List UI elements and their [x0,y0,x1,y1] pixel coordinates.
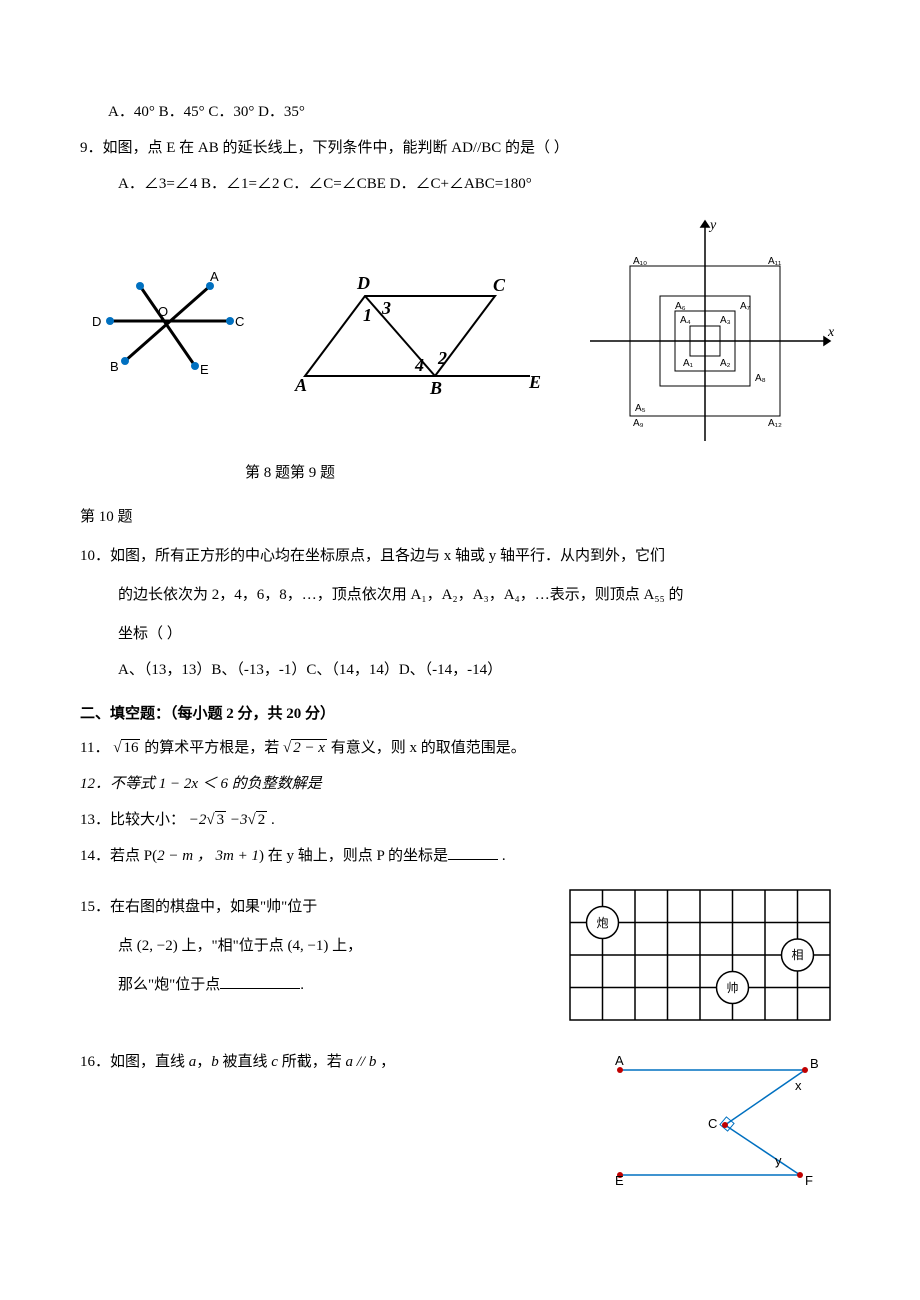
svg-text:x: x [795,1078,802,1093]
svg-text:A: A [615,1053,624,1068]
figure-9: A B C D E 1 2 3 4 [285,266,545,396]
q10-line1: 10．如图，所有正方形的中心均在坐标原点，且各边与 x 轴或 y 轴平行．从内到… [80,544,840,568]
svg-text:C: C [493,275,506,295]
svg-text:A₇: A₇ [740,301,751,312]
q14-prefix: 14．若点 P( [80,848,157,864]
caption-10: 第 10 题 [80,505,840,529]
svg-text:炮: 炮 [596,916,608,930]
figure-10: A₁ A₂ A₃ A₄ A₅ A₆ A₇ A₈ A₉ A₁₀ A₁₁ A₁₂ x… [580,211,840,451]
section2-header: 二、填空题：（每小题 2 分，共 20 分） [80,702,840,726]
svg-text:A₁: A₁ [683,358,694,369]
q16-container: 16．如图，直线 a，b 被直线 c 所截，若 a // b ， A B C E… [80,1050,840,1190]
svg-text:C: C [235,314,244,329]
svg-text:B: B [429,378,442,396]
q15-container: 15．在右图的棋盘中，如果"帅"位于 点 (2, −2) 上，"相"位于点 (4… [80,880,840,1030]
figures-row: A B C D E O A B C D E 1 2 3 4 [80,211,840,451]
q10-line2: 的边长依次为 2，4，6，8，…，顶点依次用 A₁，A₂，A₃，A₄，…表示，则… [80,583,840,607]
svg-text:O: O [158,304,168,319]
q11: 11． 16 的算术平方根是，若 2 − x 有意义，则 x 的取值范围是。 [80,736,840,760]
svg-text:A₂: A₂ [720,358,731,369]
svg-text:E: E [528,372,541,392]
q15-line1: 15．在右图的棋盘中，如果"帅"位于 [80,895,530,919]
svg-text:A₁₀: A₁₀ [633,256,647,267]
q12: 12．不等式 1 − 2x ＜ 6 的负整数解是 [80,772,840,796]
svg-text:A₁₂: A₁₂ [768,418,782,429]
svg-text:A: A [210,269,219,284]
svg-text:A₆: A₆ [675,301,686,312]
svg-text:F: F [805,1173,813,1188]
svg-text:x: x [827,325,835,340]
q11-mid1: 的算术平方根是，若 [144,740,279,756]
svg-text:相: 相 [791,948,803,962]
q11-mid2: 有意义，则 x 的取值范围是。 [331,740,526,756]
svg-text:A₁₁: A₁₁ [768,256,782,267]
sqrt-icon: 2 [248,808,268,832]
svg-text:4: 4 [414,355,424,375]
svg-text:1: 1 [363,305,372,325]
q14: 14．若点 P(2 − m ， 3m + 1) 在 y 轴上，则点 P 的坐标是… [80,844,840,868]
svg-text:E: E [200,362,209,377]
q-above-options: A．40° B．45° C．30° D．35° [80,100,840,124]
svg-text:A₄: A₄ [680,315,691,326]
svg-text:y: y [708,218,717,233]
q10-line3: 坐标（ ） [80,622,840,646]
sqrt-icon: 16 [113,736,140,760]
blank-underline [448,845,498,860]
svg-text:D: D [92,314,101,329]
figure-8: A B C D E O [80,266,250,396]
svg-text:y: y [775,1153,782,1168]
sqrt-icon: 3 [206,808,226,832]
svg-text:2: 2 [437,348,447,368]
svg-text:A₈: A₈ [755,373,766,384]
svg-text:A₅: A₅ [635,403,646,414]
q13: 13．比较大小： −23 −32 . [80,808,840,832]
q15-line2: 点 (2, −2) 上，"相"位于点 (4, −1) 上， [80,934,530,958]
svg-text:E: E [615,1173,624,1188]
svg-text:帅: 帅 [726,981,738,995]
svg-text:B: B [810,1056,819,1071]
q11-prefix: 11． [80,740,109,756]
sqrt-icon: 2 − x [283,736,327,760]
caption-8-9: 第 8 题第 9 题 [0,461,840,485]
q9-options: A．∠3=∠4 B．∠1=∠2 C．∠C=∠CBE D．∠C+∠ABC=180° [80,172,840,196]
svg-text:B: B [110,359,119,374]
q15-line3: 那么"炮"位于点. [80,973,530,997]
q16-text: 16．如图，直线 a，b 被直线 c 所截，若 a // b ， [80,1050,570,1074]
svg-text:A₉: A₉ [633,418,644,429]
blank-underline [220,974,300,989]
svg-text:A: A [294,375,307,395]
svg-text:C: C [708,1116,717,1131]
svg-text:3: 3 [381,298,391,318]
figure-15-chessboard: 炮 相 帅 [560,880,840,1030]
svg-text:D: D [356,273,370,293]
figure-16: A B C E F x y [600,1050,840,1190]
q10-options: A、（13，13）B、（-13，-1）C、（14，14）D、（-14，-14） [80,658,840,682]
q9-text: 9．如图，点 E 在 AB 的延长线上，下列条件中，能判断 AD//BC 的是（… [80,136,840,160]
svg-text:A₃: A₃ [720,315,731,326]
q13-prefix: 13．比较大小： [80,812,185,828]
